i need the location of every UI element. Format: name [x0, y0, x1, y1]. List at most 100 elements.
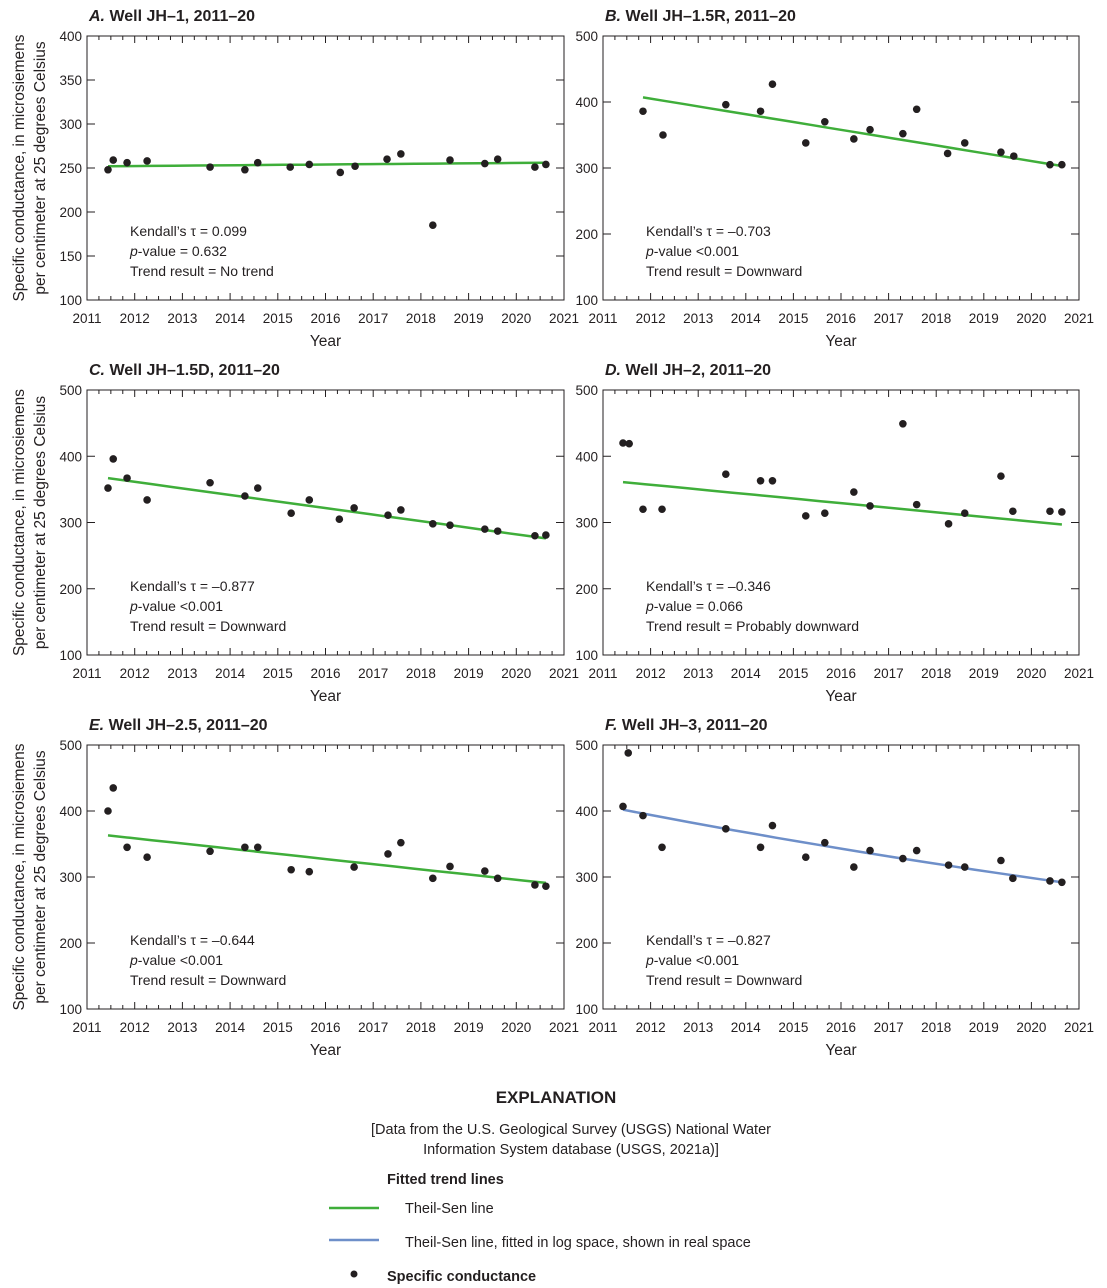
panel-title: F. Well JH–3, 2011–20	[605, 717, 768, 734]
data-point	[104, 807, 112, 815]
data-point	[109, 455, 118, 463]
p-value-text: -value = 0.066	[654, 598, 743, 614]
data-point	[446, 156, 454, 164]
x-tick-label: 2017	[874, 311, 904, 326]
x-tick-label: 2018	[406, 311, 436, 326]
data-point	[1058, 508, 1066, 516]
x-tick-label: 2021	[1064, 1020, 1094, 1035]
x-tick-label: 2012	[120, 1020, 150, 1035]
data-point	[756, 107, 765, 116]
legend-source-line-1: [Data from the U.S. Geological Survey (U…	[371, 1122, 771, 1138]
y-tick-label: 300	[59, 516, 82, 531]
legend-theil-sen-label: Theil-Sen line	[405, 1201, 494, 1217]
data-point	[429, 520, 437, 528]
p-value: p-value <0.001	[645, 243, 739, 259]
data-point	[397, 150, 405, 158]
y-tick-label: 250	[59, 161, 82, 176]
x-tick-label: 2016	[826, 311, 856, 326]
legend-points-label: Specific conductance	[387, 1269, 536, 1285]
data-point	[960, 863, 969, 871]
x-tick-label: 2015	[263, 1020, 293, 1035]
data-point	[397, 838, 405, 847]
legend-group-title: Fitted trend lines	[387, 1172, 504, 1188]
data-point	[821, 509, 829, 518]
data-point	[253, 484, 262, 492]
data-point	[624, 749, 633, 757]
data-point	[123, 843, 131, 852]
legend-point-marker	[350, 1270, 358, 1278]
y-tick-label: 100	[59, 648, 82, 663]
y-tick-label: 400	[575, 449, 598, 464]
plot-frame	[86, 389, 565, 656]
data-point	[446, 521, 454, 529]
p-value: p-value <0.001	[129, 952, 223, 968]
data-point	[1058, 878, 1066, 887]
panel-title: C. Well JH–1.5D, 2011–20	[89, 362, 280, 379]
p-prefix: p	[645, 243, 654, 259]
trend-result: Trend result = Downward	[130, 972, 286, 988]
y-tick-label: 400	[59, 449, 82, 464]
data-point	[756, 843, 765, 852]
data-point	[350, 863, 358, 871]
p-value: p-value = 0.066	[645, 598, 743, 614]
x-tick-label: 2020	[1016, 311, 1046, 326]
panel-title-text: Well JH–1.5D, 2011–20	[105, 362, 280, 379]
x-tick-label: 2018	[921, 1020, 951, 1035]
data-point	[768, 80, 777, 88]
panel-title-text: Well JH–1, 2011–20	[105, 8, 255, 25]
data-point	[619, 439, 627, 447]
panel-b: B. Well JH–1.5R, 2011–20 2011 2012 2013 2014…	[575, 8, 1094, 350]
y-tick-label: 500	[575, 29, 598, 44]
data-point	[542, 882, 550, 891]
x-tick-label: 2011	[588, 311, 617, 326]
y-tick-label: 350	[59, 73, 82, 88]
x-tick-label: 2011	[588, 1020, 617, 1035]
x-tick-label: 2015	[778, 666, 808, 681]
data-point	[658, 505, 666, 514]
panel-title-text: Well JH–2.5, 2011–20	[104, 717, 267, 734]
panel-letter: F.	[605, 717, 617, 734]
data-point	[722, 470, 730, 478]
data-point	[481, 525, 489, 533]
data-point	[253, 843, 262, 852]
p-value-text: -value = 0.632	[138, 243, 227, 259]
kendall-tau: Kendall’s τ = –0.877	[130, 578, 255, 594]
trend-line	[107, 161, 546, 168]
data-point	[801, 512, 810, 520]
data-point	[109, 784, 118, 792]
plot-frame	[602, 744, 1080, 1010]
data-point	[899, 129, 907, 138]
x-tick-label: 2016	[310, 1020, 340, 1035]
data-point	[768, 821, 777, 830]
p-prefix: p	[129, 598, 138, 614]
y-tick-label: 400	[59, 804, 82, 819]
data-point	[481, 159, 489, 168]
x-tick-label: 2018	[921, 666, 951, 681]
data-point	[206, 847, 214, 856]
x-axis-label: Year	[310, 1042, 341, 1059]
x-tick-label: 2011	[72, 311, 101, 326]
data-point	[241, 165, 249, 174]
data-point	[123, 474, 131, 482]
x-tick-label: 2013	[167, 666, 197, 681]
data-point	[123, 158, 131, 167]
x-tick-label: 2018	[406, 1020, 436, 1035]
data-point	[481, 867, 489, 875]
y-tick-label: 200	[575, 227, 598, 242]
x-tick-label: 2013	[167, 1020, 197, 1035]
data-point	[625, 439, 633, 448]
x-tick-label: 2019	[454, 1020, 484, 1035]
y-axis-label: per centimeter at 25 degrees Celsius	[32, 750, 49, 1004]
y-tick-label: 300	[575, 161, 598, 176]
data-point	[286, 163, 295, 171]
kendall-tau: Kendall’s τ = –0.827	[646, 932, 771, 948]
x-axis-label: Year	[825, 333, 856, 350]
data-point	[850, 488, 858, 496]
data-point	[912, 105, 921, 114]
kendall-tau: Kendall’s τ = –0.703	[646, 223, 771, 239]
p-value-text: -value <0.001	[138, 952, 223, 968]
x-tick-label: 2012	[120, 311, 150, 326]
data-point	[287, 865, 295, 874]
data-point	[429, 221, 437, 229]
data-point	[397, 506, 405, 514]
